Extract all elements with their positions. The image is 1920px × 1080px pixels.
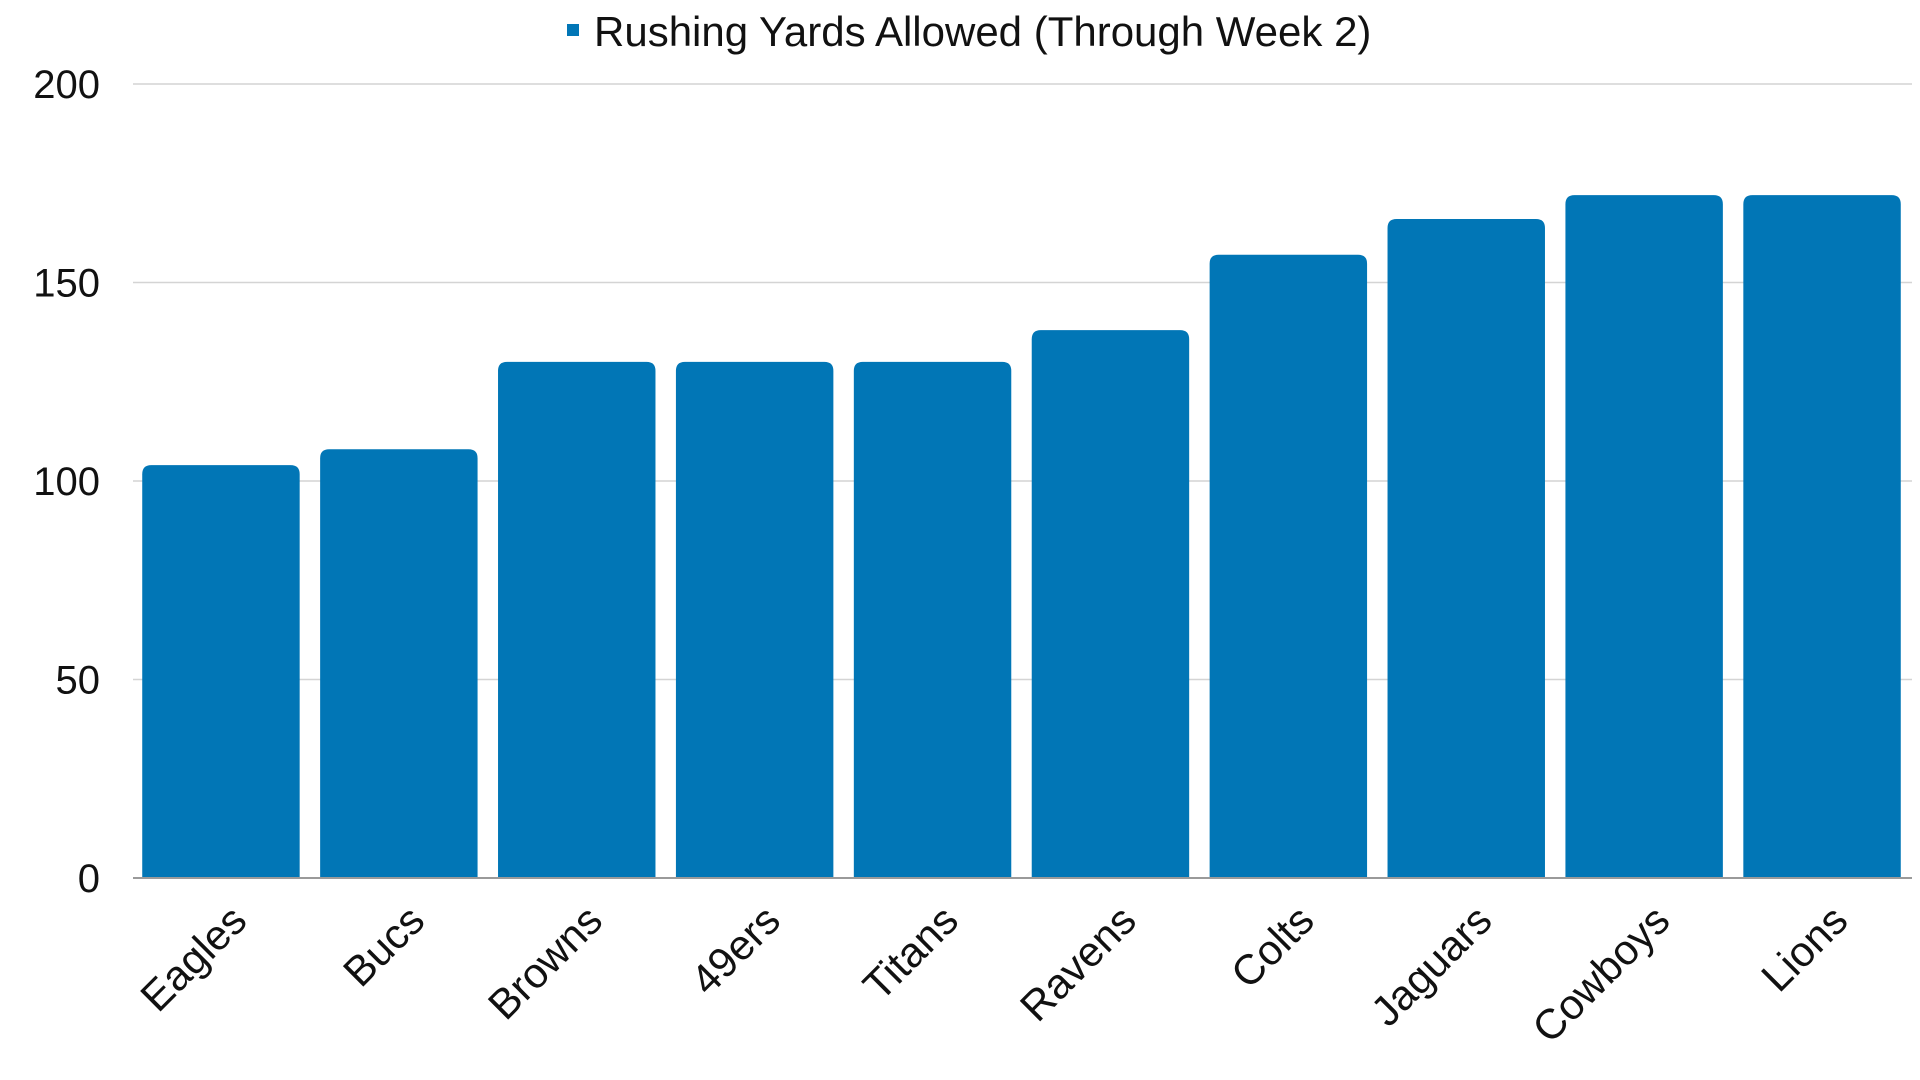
bar-titans — [853, 361, 1012, 878]
x-tick-label-jaguars: Jaguars — [1362, 896, 1501, 1035]
x-tick-label-49ers: 49ers — [681, 896, 789, 1004]
bar-browns — [498, 361, 656, 878]
y-tick-label-50: 50 — [56, 659, 101, 703]
x-tick-label-cowboys: Cowboys — [1523, 896, 1678, 1051]
bar-colts — [1209, 254, 1368, 878]
x-tick-label-colts: Colts — [1222, 896, 1323, 997]
x-tick-label-lions: Lions — [1752, 896, 1856, 1000]
x-tick-label-titans: Titans — [854, 896, 967, 1009]
bar-ravens — [1031, 330, 1190, 878]
bar-eagles — [142, 465, 300, 878]
x-tick-label-ravens: Ravens — [1011, 896, 1145, 1030]
x-axis-labels: Eagles Bucs Browns 49ers Titans Ravens Colts Ja… — [131, 896, 1856, 1051]
x-tick-label-browns: Browns — [479, 896, 611, 1028]
y-tick-label-0: 0 — [78, 857, 100, 901]
bars — [142, 195, 1901, 879]
legend: Rushing Yards Allowed (Through Week 2) — [567, 8, 1371, 55]
bar-cowboys — [1565, 195, 1723, 878]
bar-49ers — [675, 361, 834, 878]
bar-bucs — [320, 449, 478, 878]
legend-swatch — [567, 24, 579, 36]
y-tick-label-150: 150 — [33, 262, 100, 306]
legend-label: Rushing Yards Allowed (Through Week 2) — [594, 8, 1371, 55]
bar-lions — [1743, 195, 1901, 878]
x-tick-label-bucs: Bucs — [334, 896, 433, 995]
y-axis-ticks: 0 50 100 150 200 — [33, 63, 100, 901]
y-tick-label-100: 100 — [33, 460, 100, 504]
x-tick-label-eagles: Eagles — [131, 896, 255, 1020]
bar-jaguars — [1387, 218, 1545, 879]
y-tick-label-200: 200 — [33, 63, 100, 107]
